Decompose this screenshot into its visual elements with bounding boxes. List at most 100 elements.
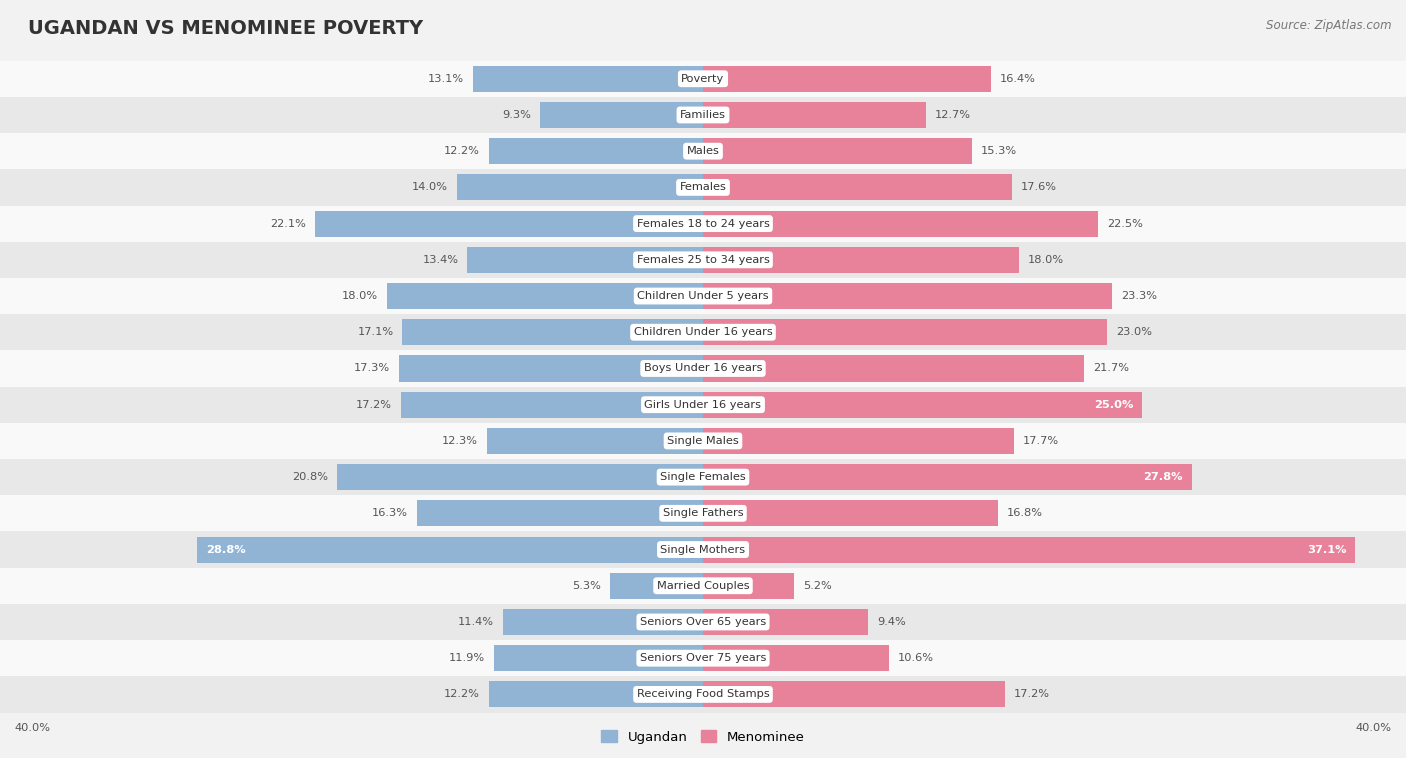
Bar <box>703 283 1112 309</box>
Bar <box>0 676 1406 713</box>
Bar <box>0 169 1406 205</box>
Text: 12.3%: 12.3% <box>441 436 478 446</box>
Bar <box>703 464 1192 490</box>
Text: 17.2%: 17.2% <box>1014 690 1050 700</box>
Bar <box>703 66 991 92</box>
Text: 5.2%: 5.2% <box>803 581 832 590</box>
Bar <box>0 133 1406 169</box>
Text: 17.6%: 17.6% <box>1021 183 1057 193</box>
Text: Females 18 to 24 years: Females 18 to 24 years <box>637 218 769 229</box>
Text: 25.0%: 25.0% <box>1094 399 1133 409</box>
Text: 12.2%: 12.2% <box>444 690 479 700</box>
Bar <box>703 573 794 599</box>
Bar <box>472 66 703 92</box>
Text: 17.3%: 17.3% <box>354 364 391 374</box>
Bar <box>416 500 703 526</box>
Text: 17.7%: 17.7% <box>1024 436 1059 446</box>
Text: Married Couples: Married Couples <box>657 581 749 590</box>
Bar <box>0 242 1406 278</box>
Text: 27.8%: 27.8% <box>1143 472 1182 482</box>
Text: UGANDAN VS MENOMINEE POVERTY: UGANDAN VS MENOMINEE POVERTY <box>28 19 423 38</box>
Text: Single Mothers: Single Mothers <box>661 544 745 555</box>
Text: 17.1%: 17.1% <box>357 327 394 337</box>
Text: 12.7%: 12.7% <box>935 110 972 120</box>
Bar <box>0 61 1406 97</box>
Legend: Ugandan, Menominee: Ugandan, Menominee <box>602 731 804 744</box>
Bar <box>494 645 703 672</box>
Bar <box>703 319 1108 346</box>
Bar <box>489 681 703 707</box>
Text: 20.8%: 20.8% <box>292 472 329 482</box>
Text: Poverty: Poverty <box>682 74 724 83</box>
Bar <box>703 681 1005 707</box>
Text: 9.4%: 9.4% <box>877 617 905 627</box>
Text: 16.8%: 16.8% <box>1007 509 1043 518</box>
Text: Males: Males <box>686 146 720 156</box>
Bar <box>703 138 972 164</box>
Text: 15.3%: 15.3% <box>981 146 1017 156</box>
Bar <box>337 464 703 490</box>
Bar <box>0 314 1406 350</box>
Text: 22.1%: 22.1% <box>270 218 307 229</box>
Text: 22.5%: 22.5% <box>1108 218 1143 229</box>
Text: Seniors Over 75 years: Seniors Over 75 years <box>640 653 766 663</box>
Text: Receiving Food Stamps: Receiving Food Stamps <box>637 690 769 700</box>
Text: 28.8%: 28.8% <box>205 544 245 555</box>
Text: 11.9%: 11.9% <box>449 653 485 663</box>
Bar <box>457 174 703 200</box>
Bar <box>0 495 1406 531</box>
Text: Source: ZipAtlas.com: Source: ZipAtlas.com <box>1267 19 1392 32</box>
Bar <box>0 350 1406 387</box>
Bar <box>703 428 1014 454</box>
Bar <box>703 247 1019 273</box>
Text: 13.4%: 13.4% <box>423 255 458 265</box>
Bar <box>401 392 703 418</box>
Bar <box>399 356 703 381</box>
Text: Children Under 16 years: Children Under 16 years <box>634 327 772 337</box>
Bar <box>703 392 1142 418</box>
Text: 10.6%: 10.6% <box>898 653 934 663</box>
Text: Single Fathers: Single Fathers <box>662 509 744 518</box>
Bar <box>610 573 703 599</box>
Bar <box>0 640 1406 676</box>
Bar <box>703 211 1098 236</box>
Text: 37.1%: 37.1% <box>1306 544 1347 555</box>
Bar <box>0 459 1406 495</box>
Bar <box>315 211 703 236</box>
Text: Single Males: Single Males <box>666 436 740 446</box>
Bar <box>703 102 927 128</box>
Bar <box>0 97 1406 133</box>
Bar <box>0 423 1406 459</box>
Bar <box>703 500 998 526</box>
Text: 12.2%: 12.2% <box>444 146 479 156</box>
Bar <box>0 387 1406 423</box>
Bar <box>467 247 703 273</box>
Text: 17.2%: 17.2% <box>356 399 392 409</box>
Bar <box>703 609 869 635</box>
Text: 14.0%: 14.0% <box>412 183 449 193</box>
Text: 18.0%: 18.0% <box>1028 255 1064 265</box>
Bar <box>486 428 703 454</box>
Bar <box>703 174 1012 200</box>
Bar <box>503 609 703 635</box>
Text: Females: Females <box>679 183 727 193</box>
Text: Females 25 to 34 years: Females 25 to 34 years <box>637 255 769 265</box>
Text: 11.4%: 11.4% <box>458 617 494 627</box>
Text: Girls Under 16 years: Girls Under 16 years <box>644 399 762 409</box>
Text: 9.3%: 9.3% <box>502 110 531 120</box>
Text: Families: Families <box>681 110 725 120</box>
Text: Children Under 5 years: Children Under 5 years <box>637 291 769 301</box>
Text: 40.0%: 40.0% <box>14 722 51 733</box>
Text: Single Females: Single Females <box>661 472 745 482</box>
Text: 40.0%: 40.0% <box>1355 722 1392 733</box>
Bar <box>0 604 1406 640</box>
Bar <box>0 205 1406 242</box>
Bar <box>703 645 889 672</box>
Bar <box>197 537 703 562</box>
Text: 16.3%: 16.3% <box>371 509 408 518</box>
Bar <box>0 278 1406 314</box>
Text: 21.7%: 21.7% <box>1094 364 1129 374</box>
Bar <box>703 356 1084 381</box>
Bar <box>0 531 1406 568</box>
Text: 18.0%: 18.0% <box>342 291 378 301</box>
